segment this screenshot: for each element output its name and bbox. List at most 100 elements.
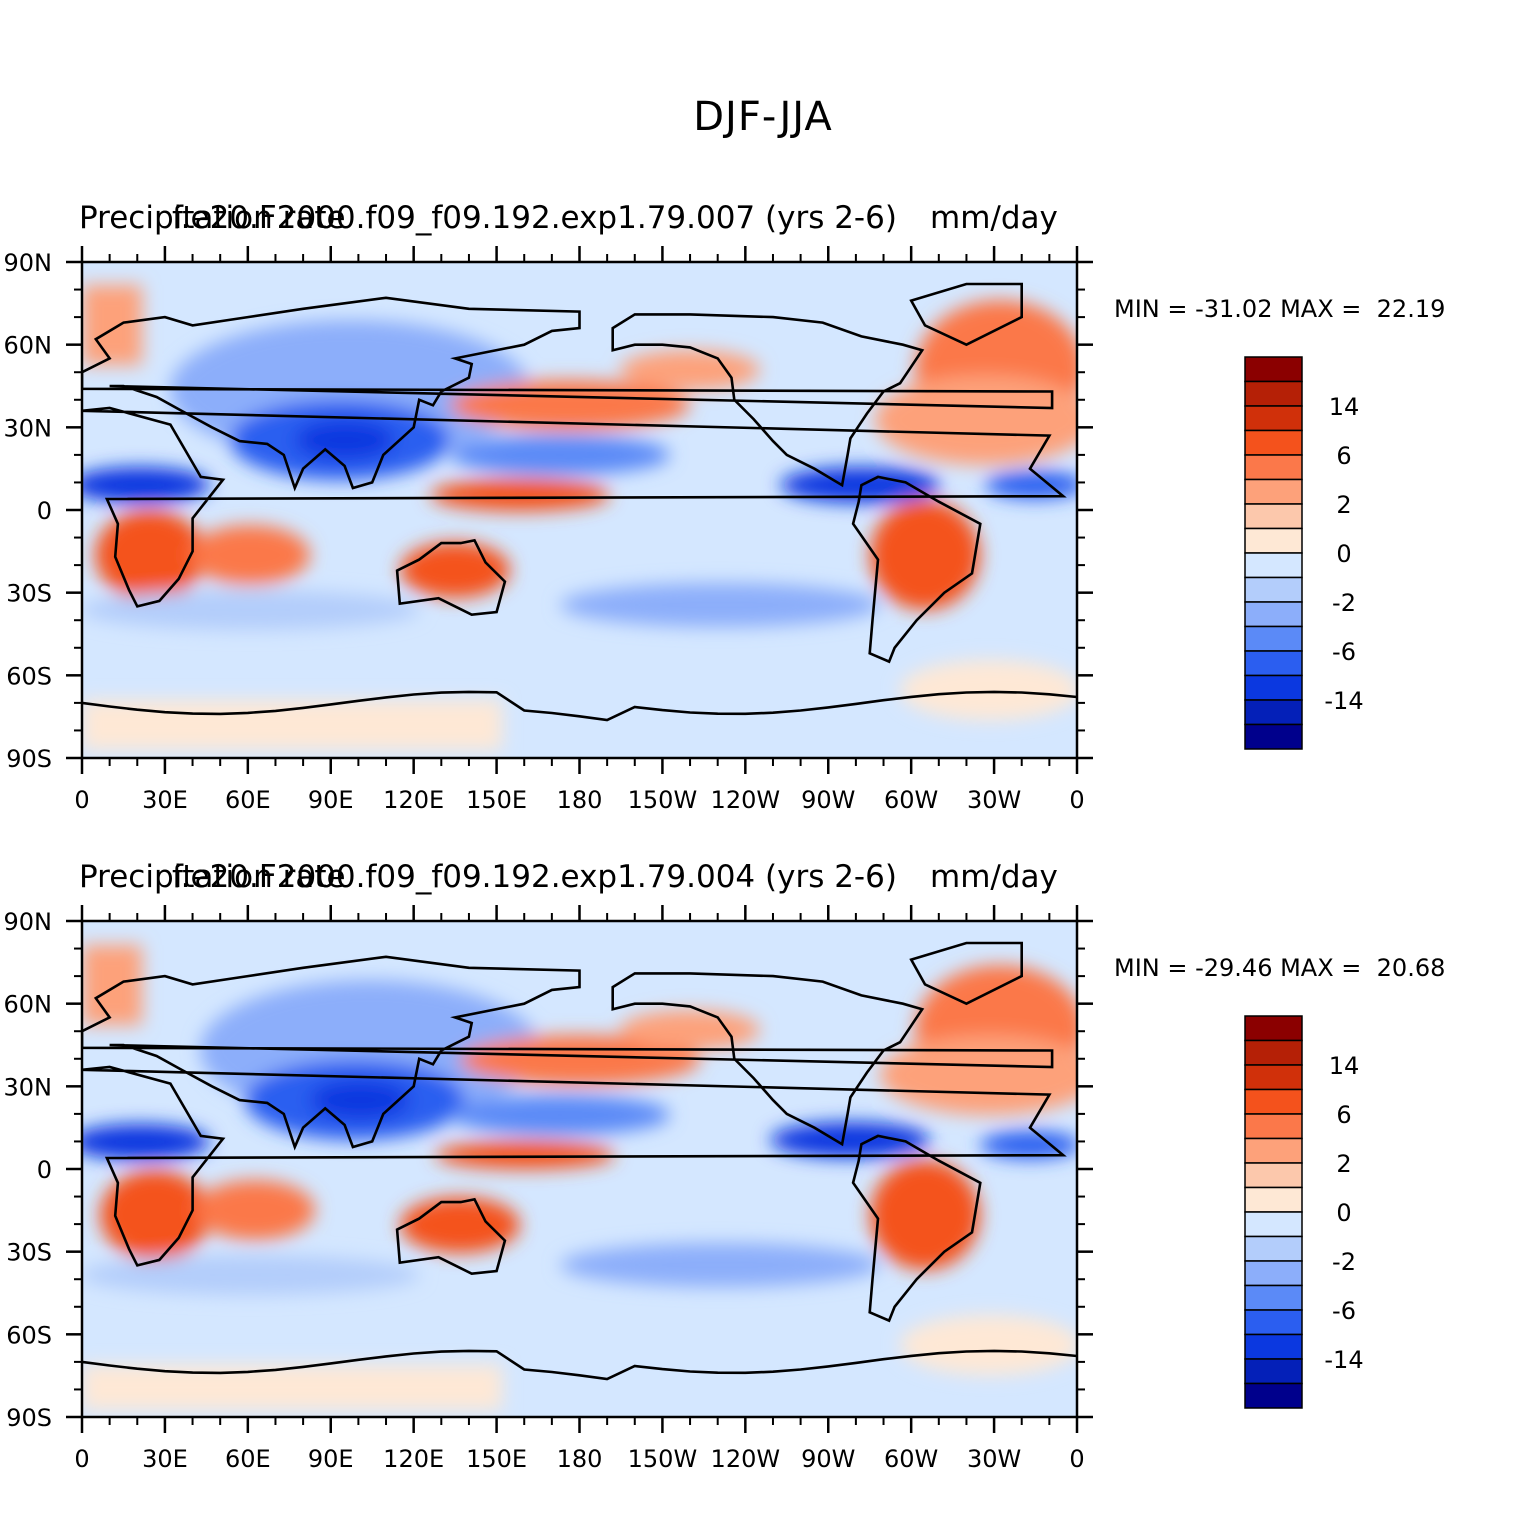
colorbar-box — [1244, 454, 1303, 481]
y-tick-label: 90N — [4, 249, 53, 277]
x-tick-label: 60E — [225, 1445, 271, 1473]
colorbar-label: -14 — [1324, 1346, 1363, 1374]
x-tick-label: 60W — [884, 786, 938, 814]
colorbar-box — [1244, 723, 1303, 750]
x-tick-label: 150E — [466, 786, 527, 814]
x-tick-label: 0 — [74, 786, 89, 814]
colorbar-box — [1244, 699, 1303, 726]
colorbar-label: 14 — [1329, 393, 1360, 421]
colorbar-box — [1244, 576, 1303, 603]
x-tick-label: 120W — [711, 786, 781, 814]
colorbar-box — [1244, 552, 1303, 579]
x-tick-label: 30E — [142, 786, 188, 814]
coastline — [851, 1134, 982, 1323]
colorbar-box — [1244, 478, 1303, 505]
colorbar-box — [1244, 1211, 1303, 1238]
colorbar-box — [1244, 674, 1303, 701]
y-tick-label: 0 — [37, 1156, 52, 1184]
panel1-title-left: Precipitation rate — [79, 200, 346, 236]
colorbar-box — [1244, 650, 1303, 677]
x-tick-label: 0 — [74, 1445, 89, 1473]
y-tick-label: 60N — [4, 332, 53, 360]
x-tick-label: 60W — [884, 1445, 938, 1473]
x-tick-label: 120E — [383, 786, 444, 814]
colorbar-label: 2 — [1336, 491, 1351, 519]
x-tick-label: 150W — [628, 1445, 698, 1473]
x-tick-label: 120W — [711, 1445, 781, 1473]
y-tick-label: 90N — [4, 908, 53, 936]
y-tick-label: 30N — [4, 1073, 53, 1101]
x-tick-label: 180 — [557, 1445, 603, 1473]
colorbar-box — [1244, 1309, 1303, 1336]
x-tick-label: 120E — [383, 1445, 444, 1473]
colorbar-box — [1244, 1088, 1303, 1115]
y-tick-label: 90S — [6, 745, 52, 773]
colorbar-label: -14 — [1324, 687, 1363, 715]
panel1-title-center: f.e20.F2000.f09_f09.192.exp1.79.007 (yrs… — [172, 200, 897, 236]
x-tick-label: 150W — [628, 786, 698, 814]
colorbar-box — [1244, 1064, 1303, 1091]
colorbar-box — [1244, 503, 1303, 530]
colorbar-box — [1244, 625, 1303, 652]
colorbar-box — [1244, 1162, 1303, 1189]
coastline — [395, 538, 507, 617]
colorbar-label: 14 — [1329, 1052, 1360, 1080]
coastline — [82, 1065, 1067, 1267]
colorbar-box — [1244, 429, 1303, 456]
colorbar-label: 2 — [1336, 1150, 1351, 1178]
x-tick-label: 60E — [225, 786, 271, 814]
panel2-min-max: MIN = -29.46 MAX = 20.68 — [1114, 954, 1446, 982]
x-tick-label: 180 — [557, 786, 603, 814]
y-tick-label: 60S — [6, 1321, 52, 1349]
x-tick-label: 30W — [967, 1445, 1021, 1473]
colorbar-label: -6 — [1332, 1297, 1356, 1325]
colorbar-box — [1244, 356, 1303, 383]
panel2-coastlines — [82, 941, 1077, 1381]
colorbar-label: 6 — [1336, 442, 1351, 470]
coastline — [82, 406, 1067, 608]
x-tick-label: 90E — [308, 786, 354, 814]
coastline-antarctica — [82, 690, 1077, 722]
panel1-min-max: MIN = -31.02 MAX = 22.19 — [1114, 295, 1446, 323]
y-tick-label: 30N — [4, 414, 53, 442]
coastline — [611, 972, 925, 1147]
colorbar-label: -2 — [1332, 1248, 1356, 1276]
coastline — [909, 282, 1024, 347]
x-tick-label: 30E — [142, 1445, 188, 1473]
y-tick-label: 30S — [6, 580, 52, 608]
coastline — [82, 955, 1054, 1151]
panel1-title-right: mm/day — [930, 200, 1058, 236]
coastline-antarctica — [82, 1349, 1077, 1381]
coastline — [395, 1197, 507, 1276]
colorbar-box — [1244, 380, 1303, 407]
y-tick-label: 90S — [6, 1404, 52, 1432]
x-tick-label: 90W — [801, 1445, 855, 1473]
x-tick-label: 90W — [801, 786, 855, 814]
y-tick-label: 30S — [6, 1239, 52, 1267]
panel1-coastlines — [82, 282, 1077, 722]
panel2-title-center: f.e20.F2000.f09_f09.192.exp1.79.004 (yrs… — [172, 859, 897, 895]
colorbar-box — [1244, 601, 1303, 628]
panel1-map — [82, 262, 1077, 758]
x-tick-label: 90E — [308, 1445, 354, 1473]
y-tick-label: 60N — [4, 991, 53, 1019]
y-tick-label: 0 — [37, 497, 52, 525]
colorbar-box — [1244, 1284, 1303, 1311]
colorbar-box — [1244, 1235, 1303, 1262]
x-tick-label: 150E — [466, 1445, 527, 1473]
colorbar-box — [1244, 1137, 1303, 1164]
x-tick-label: 0 — [1069, 786, 1084, 814]
panel2-map — [82, 921, 1077, 1417]
colorbar-box — [1244, 1113, 1303, 1140]
colorbar-box — [1244, 527, 1303, 554]
x-tick-label: 30W — [967, 786, 1021, 814]
coastline — [82, 296, 1054, 492]
colorbar-label: 0 — [1336, 540, 1351, 568]
colorbar-box — [1244, 405, 1303, 432]
panel2-title-left: Precipitation rate — [79, 859, 346, 895]
colorbar-label: -6 — [1332, 638, 1356, 666]
colorbar-label: 0 — [1336, 1199, 1351, 1227]
y-tick-label: 60S — [6, 662, 52, 690]
figure-title: DJF-JJA — [693, 94, 833, 140]
